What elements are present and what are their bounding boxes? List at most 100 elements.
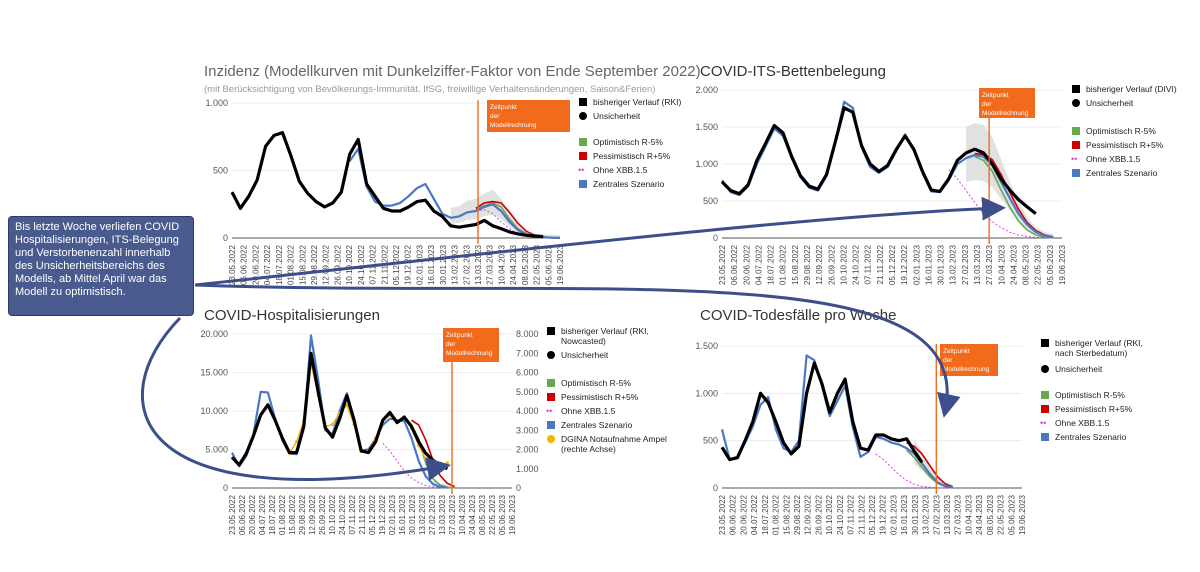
x-tick-label: 13.03.2023 — [973, 244, 982, 285]
y2-tick-label: 2.000 — [516, 445, 539, 455]
x-tick-label: 26.09.2022 — [333, 244, 342, 285]
series-history — [230, 131, 544, 239]
legend-label: Optimistisch R-5% — [561, 378, 631, 388]
x-tick-label: 10.04.2023 — [497, 244, 506, 285]
legend-swatch — [1072, 169, 1080, 177]
x-tick-label: 02.01.2023 — [912, 244, 921, 285]
x-tick-label: 08.05.2023 — [478, 494, 487, 535]
x-tick-label: 30.01.2023 — [439, 244, 448, 285]
legend-label: Unsicherheit — [1055, 364, 1103, 374]
legend-label-line: nach Sterbedatum) — [1055, 348, 1127, 358]
legend-swatch — [547, 393, 555, 401]
x-tick-label: 06.06.2022 — [240, 244, 249, 285]
y2-tick-label: 4.000 — [516, 406, 539, 416]
x-tick-label: 12.09.2022 — [322, 244, 331, 285]
series-pessimistic — [411, 419, 455, 488]
x-tick-label: 02.01.2023 — [415, 244, 424, 285]
x-tick-label: 04.07.2022 — [258, 494, 267, 535]
chart-title: COVID-Todesfälle pro Woche — [700, 307, 896, 324]
y-tick-label: 20.000 — [200, 329, 228, 339]
x-tick-label: 24.04.2023 — [975, 494, 984, 535]
legend-swatch — [547, 351, 555, 359]
x-tick-label: 07.11.2022 — [348, 494, 357, 534]
legend-label: Unsicherheit — [593, 111, 641, 121]
model-time-label: Zeitpunkt — [490, 104, 517, 111]
legend-swatch: •• — [1071, 154, 1077, 164]
x-tick-label: 20.06.2022 — [739, 494, 748, 535]
x-tick-label: 06.06.2022 — [238, 494, 247, 535]
y-tick-label: 5.000 — [205, 445, 228, 455]
chart-its-beds: COVID-ITS-Bettenbelegung 0 500 1.000 1.500 2… — [695, 63, 1176, 285]
y-tick-label: 0 — [713, 483, 718, 493]
legend-swatch — [1041, 339, 1049, 347]
x-tick-label: 24.10.2022 — [836, 494, 845, 535]
chart-title: COVID-Hospitalisierungen — [204, 307, 380, 324]
x-tick-label: 08.05.2023 — [986, 494, 995, 535]
x-tick-label: 02.01.2023 — [889, 494, 898, 535]
chart-hospitalisations: COVID-Hospitalisierungen 0 5.000 10.000 15.… — [200, 307, 666, 535]
legend-label: Pessimistisch R+5% — [593, 151, 671, 161]
y2-tick-label: 3.000 — [516, 425, 539, 435]
x-tick-label: 19.06.2023 — [1058, 244, 1067, 285]
x-tick-label: 22.05.2023 — [488, 494, 497, 535]
x-tick-label: 13.03.2023 — [438, 494, 447, 535]
series-history — [720, 106, 1037, 215]
y-tick-label: 1.500 — [695, 341, 718, 351]
x-tick-label: 16.01.2023 — [427, 244, 436, 285]
model-time-box — [443, 328, 499, 362]
x-tick-label: 12.09.2022 — [308, 494, 317, 535]
x-tick-label: 26.09.2022 — [814, 494, 823, 535]
x-tick-label: 30.01.2023 — [911, 494, 920, 535]
x-tick-label: 23.05.2022 — [718, 244, 727, 285]
legend-label-line: Nowcasted) — [561, 336, 606, 346]
x-tick-label: 12.09.2022 — [804, 494, 813, 535]
dgina-point — [445, 461, 449, 465]
x-tick-label: 16.01.2023 — [924, 244, 933, 285]
model-time-label: der — [446, 341, 456, 348]
model-time-label: Modellrechnung — [490, 122, 537, 129]
x-tick-label: 19.12.2022 — [378, 494, 387, 535]
x-tick-label: 15.08.2022 — [288, 494, 297, 535]
x-tick-label: 18.07.2022 — [767, 244, 776, 285]
legend-label: Optimistisch R-5% — [1055, 390, 1125, 400]
x-tick-label: 01.08.2022 — [772, 494, 781, 535]
x-tick-label: 20.06.2022 — [248, 494, 257, 535]
x-tick-label: 16.01.2023 — [398, 494, 407, 535]
legend-swatch — [579, 112, 587, 120]
x-tick-label: 05.12.2022 — [368, 494, 377, 535]
legend-label: Pessimistisch R+5% — [561, 392, 639, 402]
x-tick-label: 27.02.2023 — [462, 244, 471, 285]
y-tick-label: 10.000 — [200, 406, 228, 416]
x-tick-label: 19.12.2022 — [879, 494, 888, 535]
legend-swatch — [1041, 433, 1049, 441]
x-tick-label: 16.01.2023 — [900, 494, 909, 535]
legend-label: Ohne XBB.1.5 — [593, 165, 648, 175]
legend-swatch — [579, 138, 587, 146]
x-tick-label: 19.06.2023 — [1018, 494, 1027, 535]
x-tick-label: 08.05.2023 — [1022, 244, 1031, 285]
y-tick-label: 1.000 — [205, 98, 228, 108]
x-tick-label: 19.06.2023 — [556, 244, 565, 285]
x-tick-label: 08.05.2023 — [521, 244, 530, 285]
x-tick-label: 10.10.2022 — [345, 244, 354, 285]
x-tick-label: 05.06.2023 — [1046, 244, 1055, 285]
legend-swatch — [547, 421, 555, 429]
x-tick-label: 27.03.2023 — [448, 494, 457, 535]
x-tick-label: 07.11.2022 — [864, 244, 873, 284]
y-tick-label: 15.000 — [200, 368, 228, 378]
legend-swatch: •• — [546, 406, 552, 416]
series-pessimistic — [906, 441, 954, 488]
legend-swatch — [579, 98, 587, 106]
legend-label: bisheriger Verlauf (DIVI) — [1086, 84, 1177, 94]
legend-label: bisheriger Verlauf (RKI, nach Sterbedatum… — [1055, 338, 1143, 358]
x-tick-label: 21.11.2022 — [358, 494, 367, 534]
legend-label: Zentrales Szenario — [1055, 432, 1127, 442]
dgina-point — [295, 440, 299, 444]
x-tick-label: 20.06.2022 — [742, 244, 751, 285]
x-tick-label: 19.12.2022 — [404, 244, 413, 285]
y2-tick-label: 7.000 — [516, 348, 539, 358]
y-tick-label: 0 — [713, 233, 718, 243]
x-tick-label: 24.10.2022 — [338, 494, 347, 535]
legend-label: bisheriger Verlauf (RKI, Nowcasted) — [561, 326, 649, 346]
x-tick-label: 02.01.2023 — [388, 494, 397, 535]
